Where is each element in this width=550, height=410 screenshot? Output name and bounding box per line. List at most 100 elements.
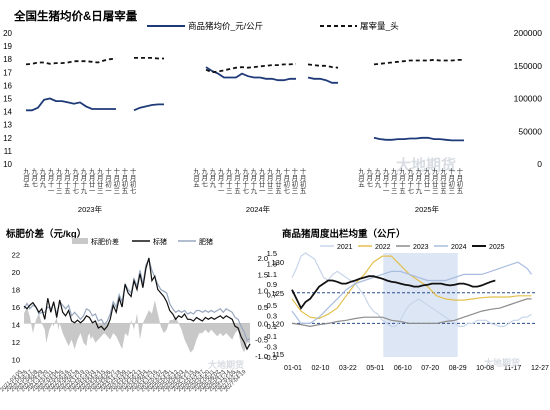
x-tick-label: 九月廿一 xyxy=(87,167,95,194)
y-left-tick-label: 16 xyxy=(12,303,20,312)
y-right-tick-label: 100000 xyxy=(514,94,543,104)
y-right-tick-label: 125 xyxy=(271,289,284,298)
series-line-2024 xyxy=(291,261,532,324)
y-left-tick-label: 12 xyxy=(12,338,20,347)
y-left-tick-label: 1.1 xyxy=(267,270,277,279)
x-tick-label: 十月初一 xyxy=(104,167,112,194)
y-right-tick-label: 150000 xyxy=(514,61,543,71)
slaughter-line-segment xyxy=(307,63,339,69)
y-left-tick-label: 10 xyxy=(3,160,12,169)
y-left-tick-label: 0.5 xyxy=(267,301,277,310)
bl-watermark: 大地期货 xyxy=(208,359,244,370)
standard-pig-line xyxy=(23,257,251,351)
x-tick-label: 08-29 xyxy=(449,365,467,372)
x-tick-label: 02-10 xyxy=(311,365,329,372)
top-legend: 商品猪均价_元/公斤 屠宰量_头 xyxy=(147,21,399,31)
legend-label-2023: 2023 xyxy=(413,244,429,251)
x-tick-label: 九月九 xyxy=(208,167,216,189)
y-left-tick-label: 0.9 xyxy=(267,280,277,289)
series-line-2025 xyxy=(291,275,496,310)
x-tick-label: 九月十三 xyxy=(54,167,62,195)
x-tick-label: 03-22 xyxy=(339,365,357,372)
y-right-tick-label: -1.0 xyxy=(255,352,268,361)
br-chart: 商品猪周度出栏均重（公斤） 2021 2022 2023 2024 2025 -0.5-… xyxy=(264,228,549,372)
y-left-tick-label: 19 xyxy=(3,42,12,51)
x-tick-label: 九月七 xyxy=(30,167,38,188)
legend-label-price: 商品猪均价_元/公斤 xyxy=(188,21,263,31)
legend-label-fat: 肥猪 xyxy=(199,237,213,246)
series-line-2021 xyxy=(291,252,532,327)
x-group-2025: 2025年 xyxy=(415,204,440,214)
bl-plot: 10121416182022-1.0-0.50.00.51.01.52.0202… xyxy=(0,250,268,393)
x-tick-label: 九月廿一 xyxy=(422,167,430,194)
y-right-tick-label: 200000 xyxy=(514,28,543,38)
y-left-tick-label: 11 xyxy=(4,147,13,156)
x-tick-label: 九月十七 xyxy=(241,167,249,195)
slaughter-line-segment xyxy=(134,57,164,60)
top-chart: 全国生猪均价&日屠宰量 大地期货 10111213141516171819200… xyxy=(3,9,542,214)
x-tick-label: 九月十一 xyxy=(381,167,389,194)
y-right-tick-label: -0.5 xyxy=(255,336,268,345)
x-tick-label: 九月十九 xyxy=(414,167,422,196)
y-right-tick-label: 1.0 xyxy=(258,287,268,296)
y-right-tick-label: 0.5 xyxy=(258,303,268,312)
x-tick-label: 九月五 xyxy=(22,167,30,188)
x-tick-label: 06-10 xyxy=(394,365,412,372)
y-left-tick-label: 14 xyxy=(12,321,20,330)
x-tick-label: 十月初五 xyxy=(298,167,306,195)
y-right-tick-label: 115 xyxy=(272,350,284,359)
y-left-tick-label: 12 xyxy=(3,134,12,143)
y-left-tick-label: 0.1 xyxy=(267,322,277,331)
br-legend: 2021 2022 2023 2024 2025 xyxy=(320,244,505,251)
x-tick-label: 九月五 xyxy=(357,167,365,188)
x-group-2024: 2024年 xyxy=(246,204,271,214)
bl-legend: 标肥价差 标猪 肥猪 xyxy=(72,237,213,246)
y-right-tick-label: 2.0 xyxy=(258,254,268,263)
x-tick-label: 05-01 xyxy=(366,365,384,372)
x-tick-label: 九月十一 xyxy=(46,167,54,194)
y-left-tick-label: 1.3 xyxy=(267,259,277,268)
x-tick-label: 九月十五 xyxy=(233,167,241,195)
y-left-tick-label: -0.3 xyxy=(264,343,277,352)
price-line-segment xyxy=(373,136,464,142)
x-tick-label: 九月廿三 xyxy=(95,167,103,195)
x-tick-label: 九月廿三 xyxy=(430,167,438,195)
x-tick-label: 九月十七 xyxy=(406,167,414,195)
top-plot: 10 11 12 13 14 15 16 17 18 19 20 0 50000 100000 150000… xyxy=(3,28,542,195)
price-line-segment xyxy=(307,76,338,84)
x-tick-label: 九月廿五 xyxy=(439,167,447,195)
x-tick-label: 11-17 xyxy=(504,365,521,372)
x-tick-label: 九月廿五 xyxy=(274,167,282,195)
slaughter-line-segment xyxy=(205,62,297,74)
x-tick-label: 十月初七 xyxy=(282,167,290,195)
y-left-tick-label: 18 xyxy=(12,285,20,294)
y-left-tick-label: 1.5 xyxy=(267,249,277,258)
br-plot: -0.5-0.3 -0.10.1 0.30.50.7 0.91.1 1.31.5 115 1… xyxy=(264,249,549,372)
x-tick-label: 九月廿三 xyxy=(265,167,273,195)
legend-label-2021: 2021 xyxy=(337,244,353,251)
x-tick-label: 九月十五 xyxy=(398,167,406,195)
x-tick-label: 九月九 xyxy=(373,167,381,189)
y-left-tick-label: 10 xyxy=(12,356,20,365)
y-left-tick-label: 17 xyxy=(3,68,12,77)
x-tick-label: 九月十九 xyxy=(79,167,87,196)
x-tick-label: 九月五 xyxy=(192,167,200,188)
x-tick-label: 九月十三 xyxy=(389,167,397,195)
legend-label-2022: 2022 xyxy=(375,244,391,251)
x-tick-label: 十月初五 xyxy=(455,167,463,195)
x-tick-label: 07-20 xyxy=(421,365,439,372)
y-right-tick-label: 0.0 xyxy=(258,319,268,328)
slaughter-line-segment xyxy=(373,58,464,66)
y-right-tick-label: 120 xyxy=(271,319,284,328)
x-tick-label: 九月十五 xyxy=(63,167,71,195)
x-tick-label: 九月十七 xyxy=(71,167,79,195)
br-watermark: 大地期货 xyxy=(484,357,520,368)
x-group-2023: 2023年 xyxy=(78,204,103,214)
y-right-tick-label: 50000 xyxy=(518,126,542,136)
y-right-tick-label: 130 xyxy=(271,258,284,267)
price-line-segment xyxy=(133,103,164,112)
y-left-tick-label: -0.1 xyxy=(264,332,277,341)
y-left-tick-label: 20 xyxy=(3,29,12,38)
x-tick-label: 九月十一 xyxy=(216,167,224,194)
legend-swatch-spread xyxy=(72,238,88,244)
